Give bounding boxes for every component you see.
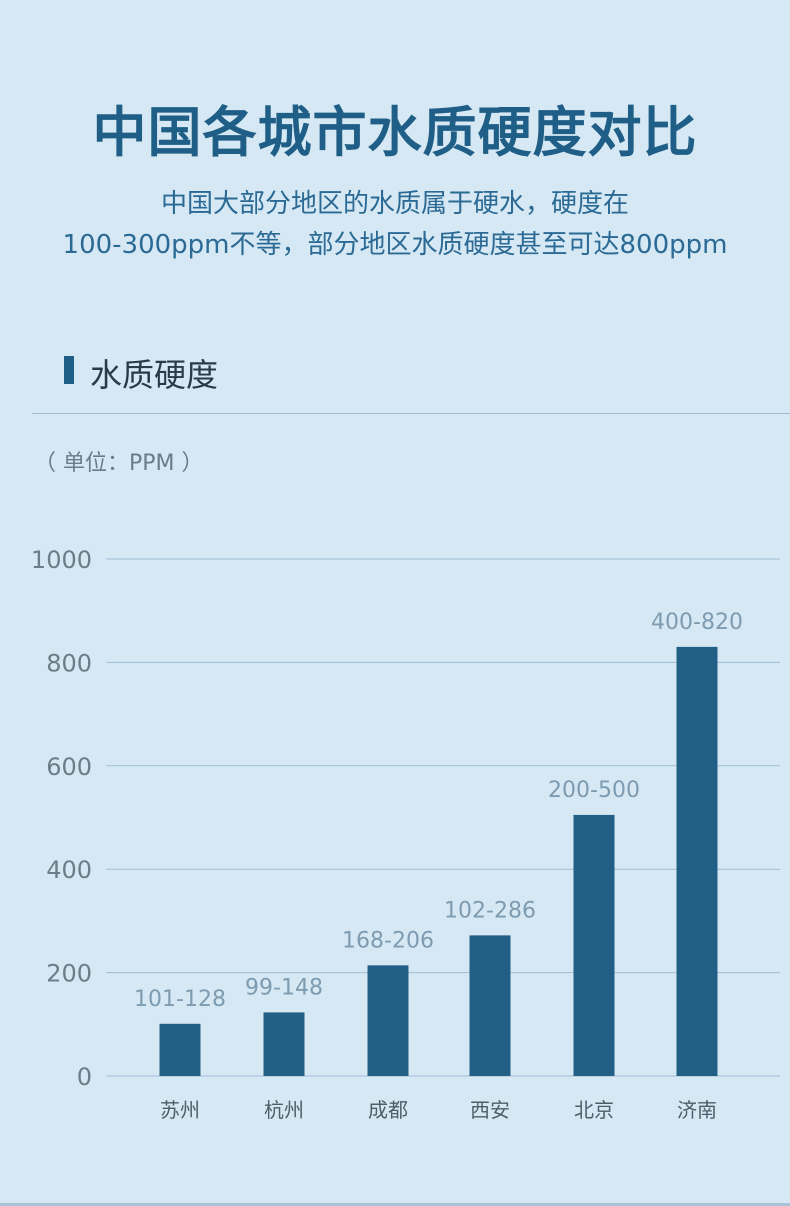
bar-value-label: 400-820 <box>651 610 743 635</box>
bar-成都 <box>367 965 409 1076</box>
bottom-divider <box>0 1203 790 1206</box>
x-tick-label: 苏州 <box>160 1098 200 1122</box>
section-divider <box>32 413 790 414</box>
bar-北京 <box>573 814 615 1076</box>
section-title: 水质硬度 <box>90 356 219 394</box>
bar-value-label: 200-500 <box>548 778 640 803</box>
bar-value-label: 99-148 <box>245 975 323 1000</box>
bar-西安 <box>469 935 511 1076</box>
x-tick-label: 北京 <box>574 1098 614 1122</box>
y-tick-label: 400 <box>46 856 92 884</box>
bar-苏州 <box>159 1023 201 1076</box>
bar-value-label: 168-206 <box>342 928 434 953</box>
bar-杭州 <box>263 1012 305 1076</box>
x-tick-label: 西安 <box>470 1098 510 1122</box>
section-marker <box>64 356 74 384</box>
x-tick-label: 杭州 <box>264 1098 304 1122</box>
bar-value-label: 102-286 <box>444 898 536 923</box>
y-tick-label: 200 <box>46 960 92 988</box>
subtitle-line-1: 中国大部分地区的水质属于硬水，硬度在 <box>160 189 629 219</box>
y-tick-label: 1000 <box>31 546 92 574</box>
subtitle-line-2: 100-300ppm不等，部分地区水质硬度甚至可达800ppm <box>62 230 728 260</box>
x-tick-label: 成都 <box>368 1098 408 1122</box>
x-tick-label: 济南 <box>677 1098 717 1122</box>
page-title: 中国各城市水质硬度对比 <box>92 101 698 164</box>
bar-value-label: 101-128 <box>134 987 226 1012</box>
y-tick-label: 800 <box>46 649 92 677</box>
unit-label: （ 单位：PPM ） <box>34 451 204 476</box>
y-tick-label: 600 <box>46 753 92 781</box>
y-tick-label: 0 <box>77 1063 92 1091</box>
bar-济南 <box>676 646 718 1076</box>
